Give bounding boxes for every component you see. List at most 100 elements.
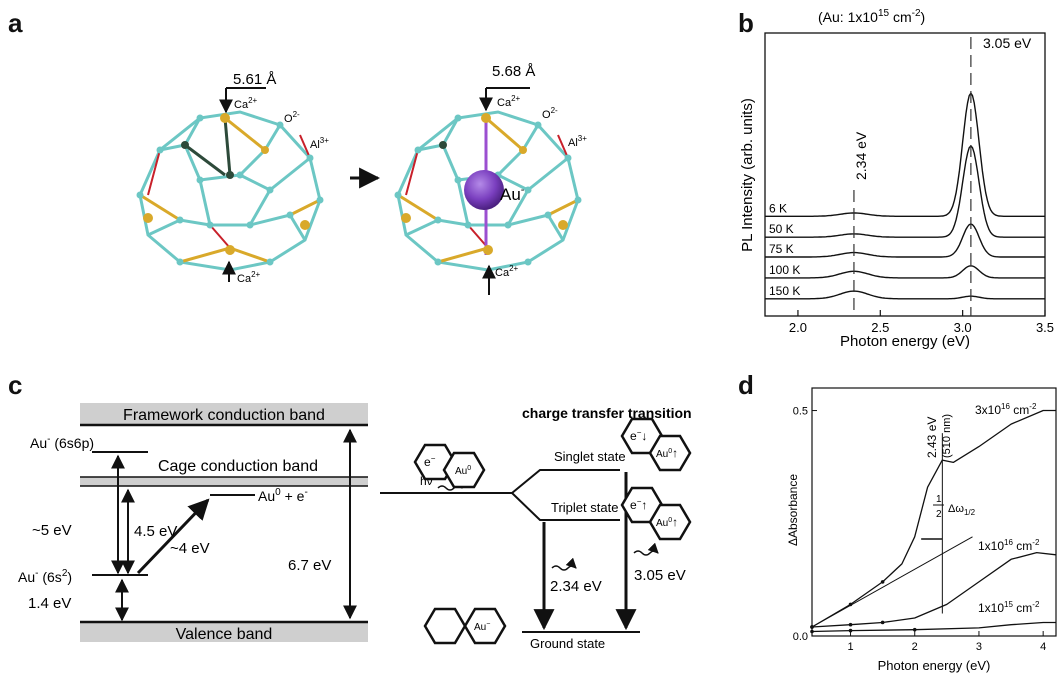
d-point [912, 627, 917, 632]
au-sphere [464, 170, 504, 210]
b-curve-label: 150 K [769, 284, 800, 298]
d-half-den: 2 [936, 509, 942, 520]
label-45ev: 4.5 eV [134, 523, 177, 540]
b-curve [765, 144, 1045, 238]
hex-e-3: e−↑ [630, 497, 647, 512]
d-xtick-label: 2 [912, 641, 918, 653]
panel-a: 5.61 Å Ca2+ O2- Al3+ Ca2+ [136, 63, 587, 295]
panel-b: (Au: 1x1015 cm-2) 2.0 2.5 3.0 3.5 6 K 50 K 75… [739, 8, 1054, 350]
b-curve-label: 6 K [769, 201, 787, 215]
au-6s6p-label: Au- (6s6p) [30, 434, 94, 451]
b-curve-label: 75 K [769, 242, 794, 256]
b-curve [765, 223, 1045, 258]
b-curve-label: 100 K [769, 263, 800, 277]
wavy-305 [633, 542, 659, 556]
d-ylabel: ΔAbsorbance [786, 474, 800, 546]
b-xtick-label: 3.0 [954, 320, 972, 335]
d-point [810, 629, 814, 634]
panel-a-letter: a [8, 8, 23, 38]
hex-au-ground: Au− [474, 621, 490, 633]
d-tangent-line [811, 536, 973, 628]
al-label-right: Al3+ [568, 134, 587, 149]
hex-au0-1: Au0 [455, 465, 471, 477]
ca-label-bottom-right: Ca2+ [495, 264, 519, 279]
d-xtick-label: 3 [976, 641, 982, 653]
al-label-left: Al3+ [310, 136, 329, 151]
d-half-num: 1 [936, 494, 942, 505]
d-series-label-1e15: 1x1015 cm-2 [978, 600, 1040, 615]
d-delta-label: Δω1/2 [948, 503, 976, 517]
triplet-label: Triplet state [551, 500, 618, 515]
au0-label: Au0 + e- [258, 487, 308, 504]
panel-c: Framework conduction band Cage conductio… [18, 403, 692, 651]
framework-band-label: Framework conduction band [123, 407, 325, 424]
cage-right [394, 110, 582, 272]
singlet-branch [380, 469, 620, 494]
singlet-label: Singlet state [554, 449, 626, 464]
cage-left [136, 110, 324, 272]
label-234: 2.34 eV [550, 578, 602, 595]
hex-e-1: e− [424, 454, 436, 469]
label-4ev: ~4 eV [170, 540, 210, 557]
b-curve-label: 50 K [769, 222, 794, 236]
distance-right: 5.68 Å [492, 63, 535, 80]
valence-band [80, 622, 368, 642]
b-xtick-label: 2.0 [789, 320, 807, 335]
d-xtick-label: 1 [847, 641, 853, 653]
valence-band-label: Valence band [176, 626, 273, 643]
d-plot-frame [811, 387, 1057, 637]
b-xtick-label: 2.5 [871, 320, 889, 335]
arrow-4ev [136, 498, 210, 575]
ground-label: Ground state [530, 636, 605, 651]
b-xtick-label: 3.5 [1036, 320, 1054, 335]
label-67ev: 6.7 eV [288, 557, 331, 574]
ca-label-top-left: Ca2+ [234, 96, 258, 111]
au-label: Au- [500, 184, 525, 204]
d-curve [811, 551, 1057, 628]
hexagons [413, 417, 692, 645]
b-x-ticks: 2.0 2.5 3.0 3.5 [789, 310, 1054, 335]
b-curve [765, 91, 1045, 217]
cage-band-label: Cage conduction band [158, 458, 318, 475]
d-peak-nm: (510 nm) [941, 414, 953, 458]
hex-e-2: e−↓ [630, 428, 647, 443]
label-14ev: 1.4 eV [28, 595, 71, 612]
framework-band [80, 403, 368, 425]
panel-d-letter: d [738, 370, 754, 400]
d-point [880, 620, 885, 625]
cage-band [80, 477, 368, 486]
b-curves: 6 K 50 K 75 K 100 K 150 K [765, 91, 1045, 300]
o-label-left: O2- [284, 110, 300, 125]
b-curve [765, 290, 1045, 300]
b-curve [765, 265, 1045, 279]
d-series-label-1e16: 1x1016 cm-2 [978, 538, 1040, 553]
d-ticks: 1 2 3 4 0.0 0.5 [793, 406, 1047, 653]
d-ytick-label: 0.5 [793, 406, 808, 418]
triplet-branch [511, 492, 620, 521]
d-curve [811, 621, 1056, 633]
au-6s2-label: Au- (6s2) [18, 568, 72, 585]
d-point [848, 622, 853, 627]
b-plot-frame [764, 32, 1046, 317]
b-xlabel: Photon energy (eV) [840, 333, 970, 350]
d-xlabel: Photon energy (eV) [878, 658, 991, 673]
b-peak-234-label: 2.34 eV [853, 131, 869, 180]
d-point [848, 628, 853, 633]
o-label-right: O2- [542, 106, 558, 121]
wavy-234 [551, 557, 577, 571]
d-peak-label: 2.43 eV [925, 417, 939, 458]
ct-title: charge transfer transition [522, 405, 692, 421]
panel-b-letter: b [738, 8, 754, 38]
d-ytick-label: 0.0 [793, 631, 808, 643]
ca-label-top-right: Ca2+ [497, 94, 521, 109]
b-header: (Au: 1x1015 cm-2) [818, 8, 925, 25]
d-xtick-label: 4 [1040, 641, 1046, 653]
hex-au0-3: Au0↑ [656, 515, 678, 529]
ca-label-bottom-left: Ca2+ [237, 270, 261, 285]
label-305: 3.05 eV [634, 567, 686, 584]
distance-left: 5.61 Å [233, 71, 276, 88]
hex-au0-2: Au0↑ [656, 446, 678, 460]
d-point [880, 580, 885, 584]
b-peak-305-label: 3.05 eV [983, 35, 1032, 51]
